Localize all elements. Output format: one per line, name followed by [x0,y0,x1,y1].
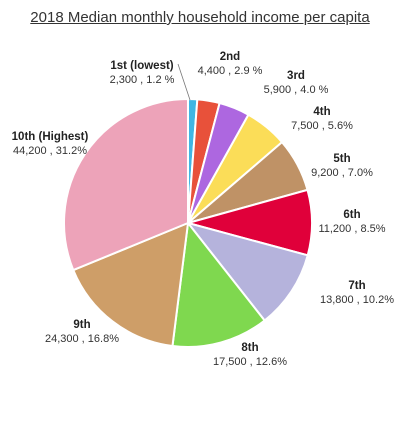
chart-title: 2018 Median monthly household income per… [30,9,370,26]
slice-label: 2nd [220,51,240,63]
slice-value-label: 7,500 , 5.6% [291,120,353,132]
pie-slice [185,221,309,322]
slice-label: 5th [333,153,350,165]
pie-slice [71,221,190,348]
slice-label: 9th [73,319,90,331]
slice-label: 4th [313,106,330,118]
pie-slice [63,97,189,272]
slice-value-label: 4,400 , 2.9 % [198,65,263,77]
slice-label: 3rd [287,70,305,82]
slice-value-label: 24,300 , 16.8% [45,333,119,345]
slice-value-label: 9,200 , 7.0% [311,167,373,179]
slice-value-label: 5,900 , 4.0 % [264,84,329,96]
slice-value-label: 13,800 , 10.2% [320,294,394,306]
slice-label: 7th [348,280,365,292]
slice-value-label: 11,200 , 8.5% [318,223,385,235]
slice-value-label: 2,300 , 1.2 % [110,74,175,86]
slice-value-label: 44,200 , 31.2% [13,145,87,157]
slice-label: 1st (lowest) [110,60,173,72]
leader-line [177,63,191,101]
slice-label: 10th (Highest) [12,131,89,143]
slice-label: 8th [241,342,258,354]
slice-label: 6th [343,209,360,221]
slice-value-label: 17,500 , 12.6% [213,356,287,368]
pie-slice [171,220,267,348]
